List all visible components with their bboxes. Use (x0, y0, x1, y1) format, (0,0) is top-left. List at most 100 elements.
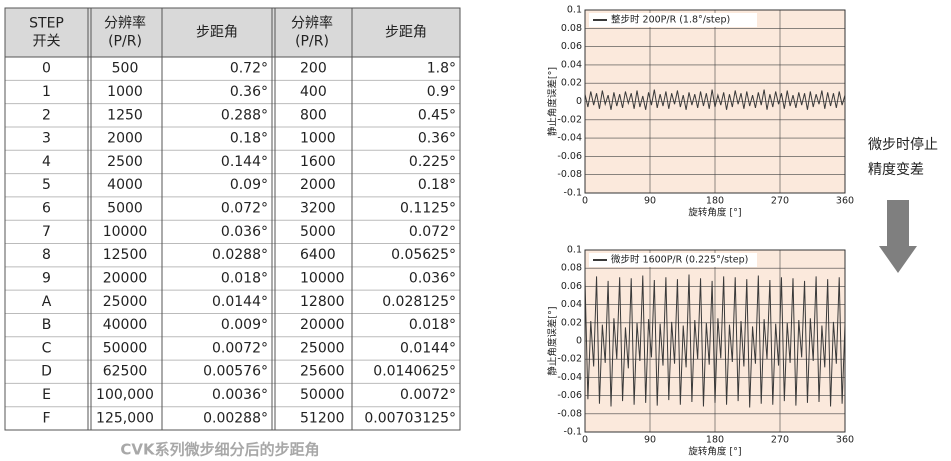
table-cell: 0.72° (230, 61, 268, 77)
table-cell: 500 (112, 61, 139, 77)
table-cell: 800 (300, 107, 327, 123)
legend-label: 微步时 1600P/R (0.225°/step) (611, 254, 748, 266)
table-cell: 1250 (107, 107, 143, 123)
y-tick-label: -0.08 (557, 169, 582, 180)
y-axis-label: 静止角度误差[°] (547, 67, 559, 136)
table-cell: 62500 (103, 364, 148, 380)
table-cell: 9 (42, 270, 51, 286)
table-cell: 50000 (103, 340, 148, 356)
table-cell: 7 (42, 224, 51, 240)
table-cell: 8 (42, 247, 51, 263)
y-tick-label: 0.06 (561, 281, 582, 292)
y-tick-label: 0.1 (567, 5, 582, 16)
table-cell: 0.009° (221, 317, 268, 333)
table-cell: 25000 (103, 294, 148, 310)
y-tick-label: 0.02 (561, 78, 582, 89)
table-border (4, 7, 461, 431)
data-line (584, 89, 846, 110)
table-cell: 2500 (107, 154, 143, 170)
table-cell: 1600 (300, 154, 336, 170)
table-cell: 25000 (300, 340, 345, 356)
table-cell: 0.05625° (391, 247, 456, 263)
header-cell: STEP (29, 16, 64, 32)
y-tick-label: -0.02 (557, 354, 582, 365)
table-cell: 5000 (300, 224, 336, 240)
header-cell: 开关 (33, 34, 61, 50)
table-cell: 0.225° (409, 154, 456, 170)
table-cell: 51200 (300, 410, 345, 426)
table-cell: 0.0144° (212, 294, 268, 310)
table-cell: 1.8° (427, 61, 456, 77)
y-tick-label: -0.1 (563, 427, 582, 438)
legend-label: 整步时 200P/R (1.8°/step) (611, 14, 730, 26)
header-cell: (P/R) (108, 34, 142, 50)
table-cell: E (42, 387, 51, 403)
table-cell: 0.0288° (212, 247, 268, 263)
table-cell: 0.144° (221, 154, 268, 170)
table-cell: 1 (42, 84, 51, 100)
table-cell: 12500 (103, 247, 148, 263)
y-tick-label: 0.08 (561, 263, 582, 274)
x-tick-label: 0 (582, 196, 588, 207)
table-cell: 0.288° (221, 107, 268, 123)
table-cell: 0.072° (409, 224, 456, 240)
table-cell: A (42, 294, 52, 310)
table-cell: 0.00703125° (364, 410, 456, 426)
header-cell: 分辨率 (104, 15, 146, 32)
table-cell: 4000 (107, 177, 143, 193)
x-tick-label: 90 (644, 196, 656, 207)
table-cell: 5 (42, 177, 51, 193)
y-tick-label: 0.1 (567, 245, 582, 256)
table-cell: 0.18° (230, 131, 268, 147)
table-cell: 6400 (300, 247, 336, 263)
plot-border (584, 9, 846, 194)
table-cell: 0.00288° (203, 410, 268, 426)
x-tick-label: 90 (644, 435, 656, 446)
table-cell: 400 (300, 84, 327, 100)
table-cell: B (42, 317, 52, 333)
x-tick-label: 270 (771, 196, 789, 207)
header-cell: (P/R) (295, 34, 329, 50)
table-cell: 0.072° (221, 201, 268, 217)
table-cell: 2 (42, 107, 51, 123)
x-tick-label: 270 (771, 435, 789, 446)
y-tick-label: 0 (576, 96, 582, 107)
table-cell: 0.09° (230, 177, 268, 193)
table-cell: 0.0036° (212, 387, 268, 403)
x-tick-label: 180 (706, 435, 724, 446)
table-cell: 0.0072° (400, 387, 456, 403)
table-cell: 0.45° (418, 107, 456, 123)
table-cell: 0.018° (221, 270, 268, 286)
table-header-bg (5, 8, 460, 57)
annotation: 微步时停止 (868, 136, 938, 153)
annotation: 精度变差 (868, 162, 924, 178)
table-cell: 0.9° (427, 84, 456, 100)
table-cell: 10000 (300, 270, 345, 286)
table-cell: 2000 (107, 131, 143, 147)
table-cell: 0.18° (418, 177, 456, 193)
table-cell: 0.028125° (382, 294, 456, 310)
y-tick-label: 0.08 (561, 23, 582, 34)
arrow (879, 200, 917, 273)
table-cell: 25600 (300, 364, 345, 380)
y-tick-label: -0.02 (557, 114, 582, 125)
table-cell: 6 (42, 201, 51, 217)
x-tick-label: 180 (706, 196, 724, 207)
table-cell: 20000 (300, 317, 345, 333)
table-cell: 5000 (107, 201, 143, 217)
table-caption: CVK系列微步细分后的步距角 (120, 441, 319, 459)
table-cell: F (42, 410, 50, 426)
x-tick-label: 360 (836, 196, 854, 207)
y-tick-label: 0.04 (561, 59, 582, 70)
header-cell: 步距角 (196, 25, 238, 41)
y-tick-label: 0.06 (561, 41, 582, 52)
table-cell: 4 (42, 154, 51, 170)
header-cell: 分辨率 (291, 15, 333, 32)
table-cell: 0.0144° (400, 340, 456, 356)
table-cell: 0.36° (230, 84, 268, 100)
table-cell: 0.1125° (400, 201, 456, 217)
table-cell: 40000 (103, 317, 148, 333)
table-cell: 0.036° (221, 224, 268, 240)
y-tick-label: -0.04 (557, 133, 582, 144)
y-tick-label: -0.06 (557, 390, 582, 401)
